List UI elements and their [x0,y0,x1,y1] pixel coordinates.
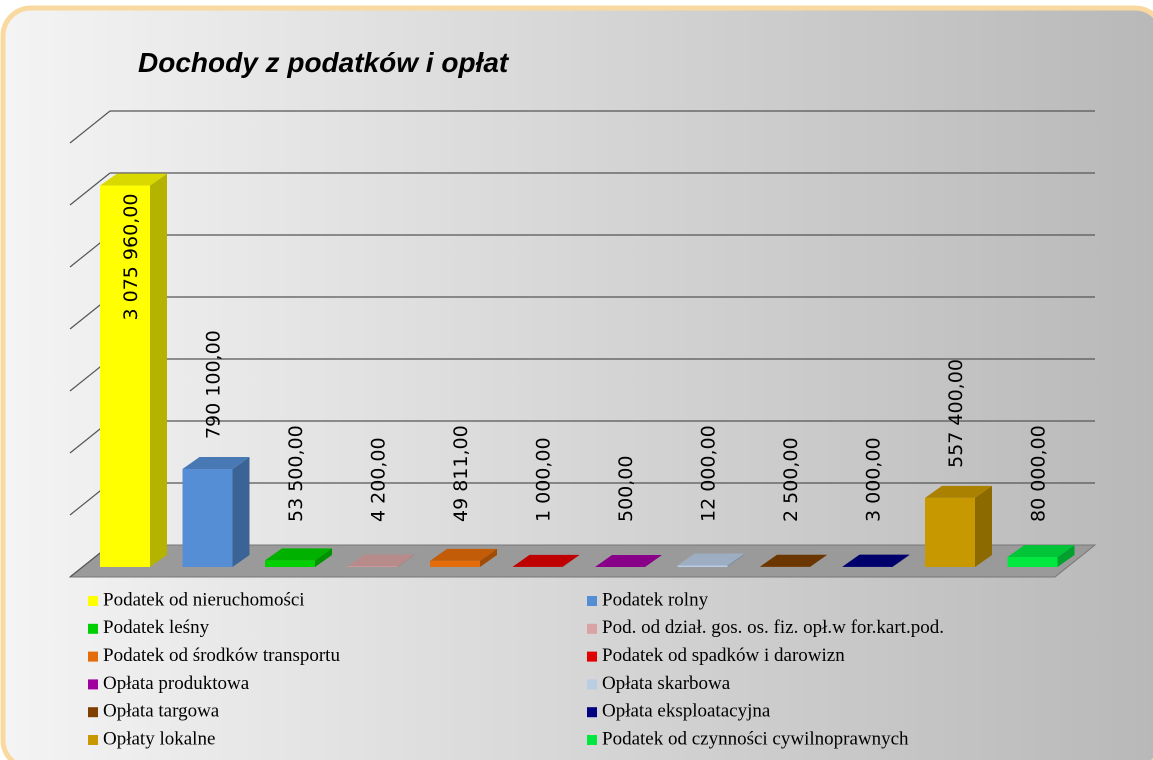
legend-label: Podatek leśny [103,617,210,638]
legend-swatch [587,623,597,634]
data-label: 4 200,00 [368,437,390,522]
data-label: 49 811,00 [450,425,472,522]
bar-front [430,560,480,567]
legend-swatch [88,735,98,745]
bar-side [810,554,827,567]
legend-swatch [587,596,597,606]
bar [925,485,992,567]
bar-top [430,548,497,561]
legend-swatch [587,651,597,662]
data-label: 3 000,00 [863,437,885,522]
bar-front [1007,557,1058,567]
bar-top [595,554,662,567]
bar-side [150,173,167,567]
bar [430,548,497,567]
legend-swatch [587,707,597,718]
data-label: 2 500,00 [780,437,802,522]
bar-top [100,173,167,186]
bar-top [265,548,332,561]
bar-front [347,566,398,567]
bar-front [677,565,728,567]
bar-top [347,554,415,567]
legend-swatch [587,679,597,690]
bar-side [727,553,745,567]
bar-top [842,554,910,567]
legend-swatch [88,707,98,718]
legend-label: Podatek od nieruchomości [103,589,305,610]
bar-front [265,560,315,567]
bar [347,554,415,567]
bar-side [397,554,415,567]
bar-front [182,469,233,567]
bar [512,554,580,567]
legend-label: Opłata skarbowa [602,673,731,694]
bar-side [232,457,250,567]
bar [100,173,167,567]
bar-side [645,554,662,567]
bar-top [182,457,250,470]
data-label: 1 000,00 [533,437,555,522]
legend-label: Opłaty lokalne [103,728,215,749]
bar [760,554,827,567]
bar-top [1007,545,1075,558]
bar-side [480,548,497,567]
legend-label: Opłata targowa [103,701,220,722]
data-label: 790 100,00 [203,330,225,439]
bar [182,457,250,567]
bar [595,554,662,567]
bar-top [925,485,992,498]
legend-swatch [88,651,98,662]
legend-label: Opłata produktowa [103,673,250,694]
bar [677,553,745,567]
bar-side [562,554,580,567]
bar-side [315,548,332,567]
bar-top [760,554,827,567]
grid-line [69,110,111,144]
legend-label: Pod. od dział. gos. os. fiz. opł.w for.k… [602,617,944,638]
bar-top [677,553,745,566]
legend-swatch [88,596,98,606]
data-label: 3 075 960,00 [120,194,142,321]
bar [265,548,332,567]
bar-front [100,185,150,567]
bar [1007,545,1075,567]
legend-label: Podatek od czynności cywilnoprawnych [602,728,909,749]
legend-label: Podatek rolny [602,589,709,610]
bar-top [512,554,580,567]
legend-label: Podatek od spadków i darowizn [602,645,845,666]
data-label: 12 000,00 [698,425,720,522]
grid-line [69,172,111,206]
legend-swatch [88,623,98,634]
data-label: 53 500,00 [285,425,307,522]
legend-label: Podatek od środków transportu [103,645,340,666]
legend-swatch [587,735,597,745]
data-label: 80 000,00 [1028,425,1050,522]
legend-label: Opłata eksploatacyjna [602,701,771,722]
data-label: 557 400,00 [945,359,967,468]
data-label: 500,00 [615,456,637,522]
bar-front [925,497,975,567]
bar-side [975,485,992,567]
legend-swatch [88,679,98,690]
chart-title: Dochody z podatków i opłat [138,47,510,78]
bar-side [892,554,910,567]
bar [842,554,910,567]
bar-side [1057,545,1075,567]
